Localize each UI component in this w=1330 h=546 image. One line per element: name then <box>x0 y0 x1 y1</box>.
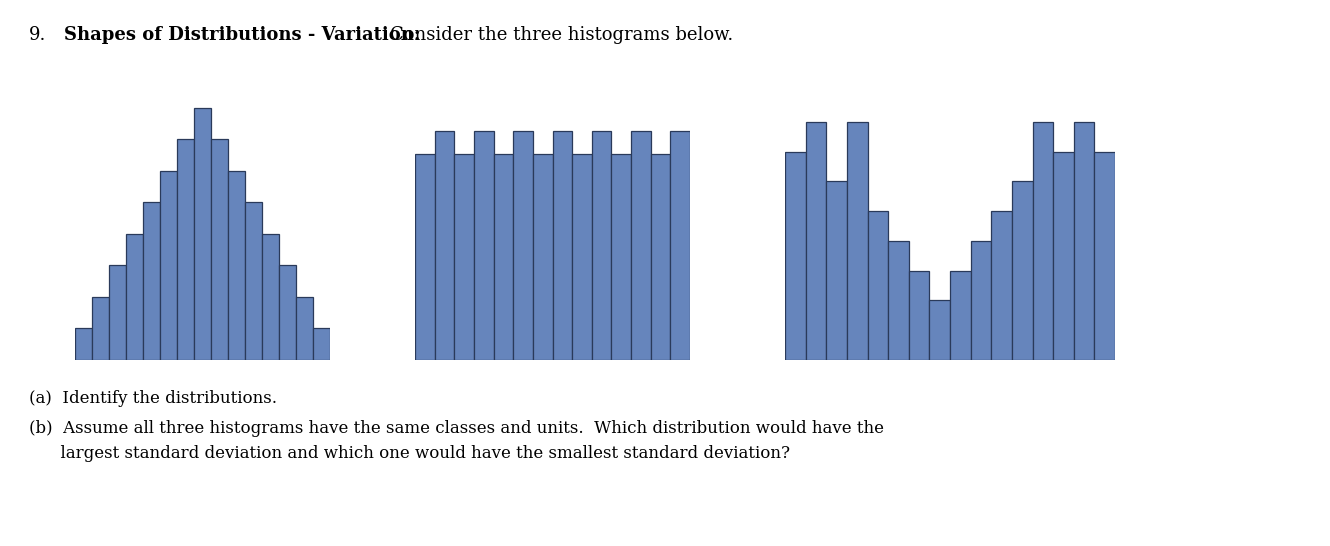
Bar <box>493 155 513 360</box>
Bar <box>1073 122 1095 360</box>
Text: Shapes of Distributions - Variation:: Shapes of Distributions - Variation: <box>64 26 420 44</box>
Bar <box>74 329 92 360</box>
Bar <box>435 132 455 360</box>
Bar <box>806 122 826 360</box>
Bar <box>971 241 991 360</box>
Bar <box>1012 181 1032 360</box>
Bar <box>415 155 435 360</box>
Bar <box>572 155 592 360</box>
Bar <box>612 155 630 360</box>
Bar <box>160 171 177 360</box>
Bar <box>92 297 109 360</box>
Bar <box>950 271 971 360</box>
Bar <box>1032 122 1053 360</box>
Bar <box>785 152 806 360</box>
Bar <box>908 271 930 360</box>
Bar <box>650 155 670 360</box>
Bar <box>194 108 211 360</box>
Bar <box>455 155 473 360</box>
Bar <box>144 202 160 360</box>
Bar <box>847 122 867 360</box>
Bar <box>227 171 245 360</box>
Text: Consider the three histograms below.: Consider the three histograms below. <box>390 26 733 44</box>
Bar <box>109 265 126 360</box>
Bar <box>1095 152 1115 360</box>
Text: (a)  Identify the distributions.: (a) Identify the distributions. <box>29 390 277 407</box>
Text: 9.: 9. <box>29 26 47 44</box>
Bar <box>245 202 262 360</box>
Bar <box>888 241 908 360</box>
Bar <box>473 132 493 360</box>
Bar <box>670 132 690 360</box>
Bar <box>991 211 1012 360</box>
Bar <box>533 155 552 360</box>
Bar <box>826 181 847 360</box>
Text: (b)  Assume all three histograms have the same classes and units.  Which distrib: (b) Assume all three histograms have the… <box>29 420 884 437</box>
Bar <box>552 132 572 360</box>
Bar <box>592 132 612 360</box>
Bar <box>297 297 313 360</box>
Bar <box>126 234 144 360</box>
Bar <box>1053 152 1073 360</box>
Bar <box>630 132 650 360</box>
Bar <box>930 300 950 360</box>
Text: largest standard deviation and which one would have the smallest standard deviat: largest standard deviation and which one… <box>29 445 790 462</box>
Bar <box>313 329 330 360</box>
Bar <box>513 132 533 360</box>
Bar <box>177 139 194 360</box>
Bar <box>262 234 279 360</box>
Bar <box>211 139 227 360</box>
Bar <box>279 265 297 360</box>
Bar <box>867 211 888 360</box>
